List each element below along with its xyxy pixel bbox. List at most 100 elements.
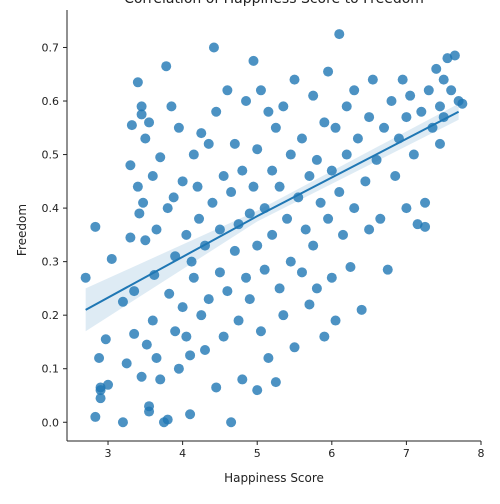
point xyxy=(364,224,375,235)
point xyxy=(330,122,341,133)
point xyxy=(203,138,214,149)
point xyxy=(170,326,181,337)
point xyxy=(196,310,207,321)
point xyxy=(211,382,222,393)
point xyxy=(136,109,147,120)
point xyxy=(446,85,457,96)
x-tick-label: 6 xyxy=(328,447,335,460)
point xyxy=(438,112,449,123)
point xyxy=(457,98,468,109)
point xyxy=(330,315,341,326)
point xyxy=(162,203,173,214)
point xyxy=(196,128,207,139)
point xyxy=(103,379,114,390)
point xyxy=(423,85,434,96)
point xyxy=(144,401,155,412)
point xyxy=(185,350,196,361)
x-tick-label: 8 xyxy=(478,447,485,460)
point xyxy=(129,286,140,297)
point xyxy=(323,213,334,224)
point xyxy=(263,106,274,117)
point xyxy=(252,144,263,155)
point xyxy=(237,374,248,385)
point xyxy=(218,170,229,181)
point xyxy=(94,353,105,364)
y-axis-label: Freedom xyxy=(15,204,29,256)
point xyxy=(138,197,149,208)
point xyxy=(222,286,233,297)
point xyxy=(214,224,225,235)
point xyxy=(136,101,147,112)
point xyxy=(177,176,188,187)
point xyxy=(379,122,390,133)
x-tick-label: 3 xyxy=(105,447,112,460)
point xyxy=(188,272,199,283)
point xyxy=(334,29,345,40)
point xyxy=(203,294,214,305)
point xyxy=(352,133,363,144)
point xyxy=(289,342,300,353)
point xyxy=(95,385,106,396)
point xyxy=(192,181,203,192)
y-tick-label: 0.1 xyxy=(42,363,60,376)
point xyxy=(341,101,352,112)
point xyxy=(129,328,140,339)
point xyxy=(367,74,378,85)
point xyxy=(431,63,442,74)
point xyxy=(226,417,237,428)
point xyxy=(141,339,152,350)
point xyxy=(420,197,431,208)
point xyxy=(188,149,199,160)
point xyxy=(244,294,255,305)
point xyxy=(149,270,160,281)
chart-title: Correlation of Happiness Score to Freedo… xyxy=(124,0,424,7)
point xyxy=(293,192,304,203)
y-tick-label: 0.6 xyxy=(42,95,60,108)
point xyxy=(132,77,143,88)
point xyxy=(300,224,311,235)
point xyxy=(121,358,132,369)
point xyxy=(252,385,263,396)
point xyxy=(326,165,337,176)
point xyxy=(95,393,106,404)
point xyxy=(364,112,375,123)
point xyxy=(194,213,205,224)
point xyxy=(222,85,233,96)
point xyxy=(161,61,172,72)
point xyxy=(125,232,136,243)
point xyxy=(237,165,248,176)
point xyxy=(241,96,252,107)
point xyxy=(100,334,111,345)
point xyxy=(151,224,162,235)
point xyxy=(308,240,319,251)
point xyxy=(173,363,184,374)
point xyxy=(338,229,348,240)
point xyxy=(278,101,289,112)
point xyxy=(164,288,175,299)
point xyxy=(229,245,240,256)
x-tick-label: 4 xyxy=(179,447,186,460)
point xyxy=(168,192,179,203)
point xyxy=(117,417,128,428)
point xyxy=(375,213,386,224)
point xyxy=(323,66,334,77)
point xyxy=(401,203,412,214)
point xyxy=(304,299,315,310)
point xyxy=(166,101,177,112)
point xyxy=(106,253,117,264)
point xyxy=(140,235,151,246)
point xyxy=(319,117,330,128)
point xyxy=(308,90,319,101)
y-tick-label: 0.3 xyxy=(42,256,60,269)
point xyxy=(304,170,315,181)
point xyxy=(319,331,330,342)
point xyxy=(185,409,196,420)
point xyxy=(248,181,259,192)
point xyxy=(285,256,296,267)
point xyxy=(274,181,285,192)
point xyxy=(134,208,145,219)
point xyxy=(360,176,371,187)
point xyxy=(434,138,445,149)
point xyxy=(349,85,360,96)
